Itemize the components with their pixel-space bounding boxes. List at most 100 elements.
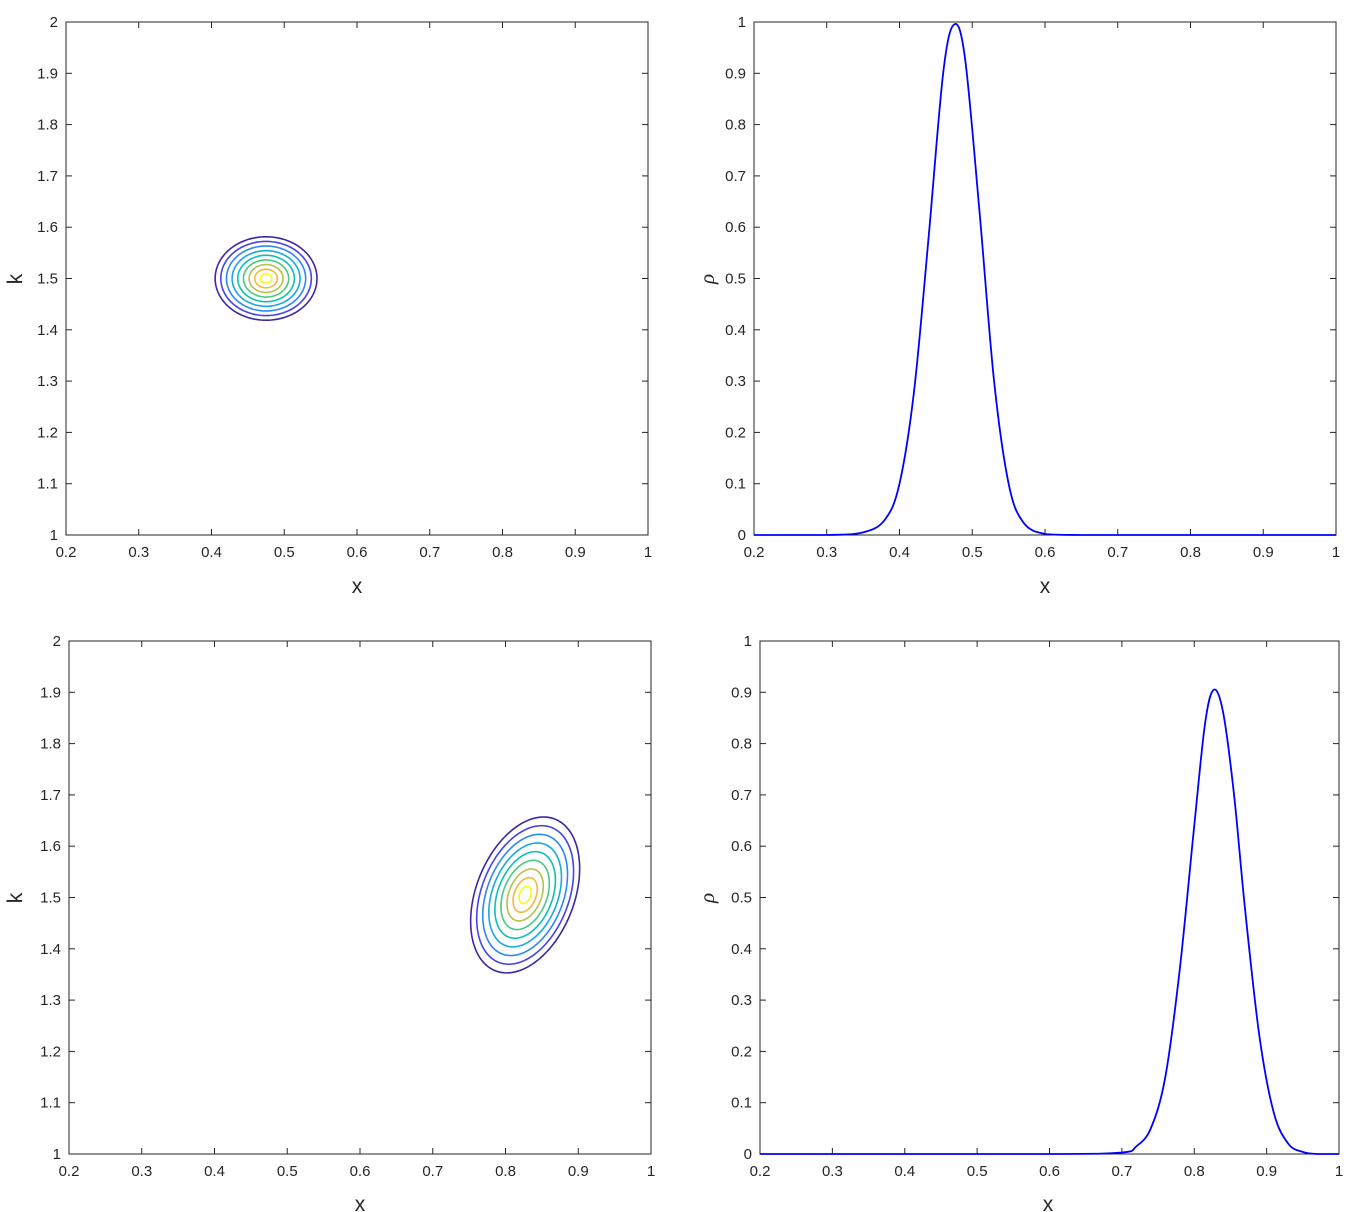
y-axis-label: ρ [695,893,719,904]
density-panel-bottom: x ρ 0.2 0.3 0.4 0.5 0.6 0.7 0.8 0.9 1 0 0.1 0.2 0.3 0… [695,633,1343,1212]
density-curve [760,688,1339,1155]
y-tick-label: 1.6 [40,838,61,855]
x-tick-label: 0.4 [889,544,910,561]
x-tick-label: 0.7 [1111,1163,1132,1180]
x-tick-label: 1 [644,544,652,561]
y-tick-label: 0.6 [731,838,752,855]
plot-frame [759,640,1340,1155]
y-tick-label: 1.5 [40,890,61,907]
density-panel-top: x ρ 0.2 0.3 0.4 0.5 0.6 0.7 0.8 0.9 1 0 0.1 0.2 0.3 0… [695,14,1340,598]
contour-level [494,850,557,940]
y-tick-label: 1.4 [37,322,58,339]
contour-level [225,245,307,312]
y-tick-label: 0.6 [725,219,746,236]
y-tick-label: 1.8 [40,736,61,753]
y-tick-label: 1.5 [37,271,58,288]
x-tick-label: 0.7 [422,1163,443,1180]
y-tick-label: 0.9 [731,684,752,701]
x-tick-label: 0.6 [347,544,368,561]
contour-level [248,263,284,294]
contour-level [259,273,273,284]
y-tick-label: 0.4 [725,322,746,339]
y-tick-label: 1 [738,14,746,31]
y-axis-label: k [4,273,27,284]
contour-level [253,268,279,289]
y-tick-label: 2 [50,14,58,31]
contour-level [488,842,563,948]
x-tick-label: 0.2 [750,1163,771,1180]
x-axis-label: x [352,575,363,598]
y-tick-label: 0.1 [731,1095,752,1112]
x-tick-label: 0.5 [967,1163,988,1180]
x-tick-label: 0.9 [568,1163,589,1180]
y-tick-label: 0.3 [731,992,752,1009]
x-tick-label: 0.7 [419,544,440,561]
x-axis-label: x [1040,575,1051,598]
y-tick-label: 0.5 [731,890,752,907]
contour-level [231,249,301,308]
y-tick-label: 0.5 [725,271,746,288]
y-tick-label: 1.8 [37,117,58,134]
y-tick-label: 0.8 [731,736,752,753]
y-tick-label: 0.4 [731,941,752,958]
y-axis-label: k [4,892,27,903]
y-tick-label: 0 [744,1146,752,1163]
y-tick-label: 1.3 [40,992,61,1009]
y-axis-label: ρ [695,274,719,285]
y-tick-label: 0.8 [725,117,746,134]
y-tick-label: 1.2 [40,1043,61,1060]
x-tick-label: 0.2 [56,544,77,561]
x-axis-label: x [1043,1193,1054,1212]
contour-level [512,876,539,914]
contour-panel-top: x k 0.2 0.3 0.4 0.5 0.6 0.7 0.8 0.9 1 1 1.1 1.2 1.3 1… [4,14,652,598]
plot-frame [65,21,649,536]
x-tick-label: 1 [647,1163,655,1180]
y-tick-label: 0.2 [725,424,746,441]
y-tick-label: 1.9 [40,684,61,701]
y-tick-label: 2 [53,633,61,650]
plot-frame [753,21,1337,536]
y-tick-label: 1.7 [40,787,61,804]
x-tick-label: 1 [1335,1163,1343,1180]
x-axis-label: x [355,1193,366,1212]
y-tick-label: 1 [53,1146,61,1163]
x-tick-label: 0.2 [744,544,765,561]
contour-level [500,859,551,931]
x-tick-label: 0.3 [131,1163,152,1180]
y-tick-label: 1.1 [40,1095,61,1112]
y-tick-label: 1 [744,633,752,650]
y-tick-label: 1.9 [37,65,58,82]
y-tick-label: 1.1 [37,476,58,493]
y-tick-label: 0 [738,527,746,544]
y-tick-label: 1.4 [40,941,61,958]
contour-level [242,259,290,298]
x-tick-label: 0.3 [822,1163,843,1180]
contour-level [481,833,569,957]
x-tick-label: 0.2 [59,1163,80,1180]
x-tick-label: 0.5 [962,544,983,561]
y-tick-label: 0.7 [725,168,746,185]
x-tick-label: 0.9 [565,544,586,561]
y-tick-label: 1.7 [37,168,58,185]
x-tick-label: 0.4 [894,1163,915,1180]
x-tick-label: 0.6 [1039,1163,1060,1180]
x-tick-label: 0.5 [274,544,295,561]
x-tick-label: 0.4 [201,544,222,561]
contour-level [219,240,313,317]
x-tick-label: 1 [1332,544,1340,561]
y-tick-label: 0.2 [731,1043,752,1060]
y-tick-label: 0.9 [725,65,746,82]
y-tick-label: 0.7 [731,787,752,804]
x-tick-label: 0.9 [1253,544,1274,561]
x-tick-label: 0.6 [1035,544,1056,561]
contour-level [214,235,318,322]
x-tick-label: 0.4 [204,1163,225,1180]
contour-level [506,868,545,922]
y-tick-label: 1.3 [37,373,58,390]
contour-level [475,824,575,966]
x-tick-label: 0.6 [350,1163,371,1180]
x-tick-label: 0.3 [128,544,149,561]
y-tick-label: 1 [50,527,58,544]
x-tick-label: 0.9 [1256,1163,1277,1180]
